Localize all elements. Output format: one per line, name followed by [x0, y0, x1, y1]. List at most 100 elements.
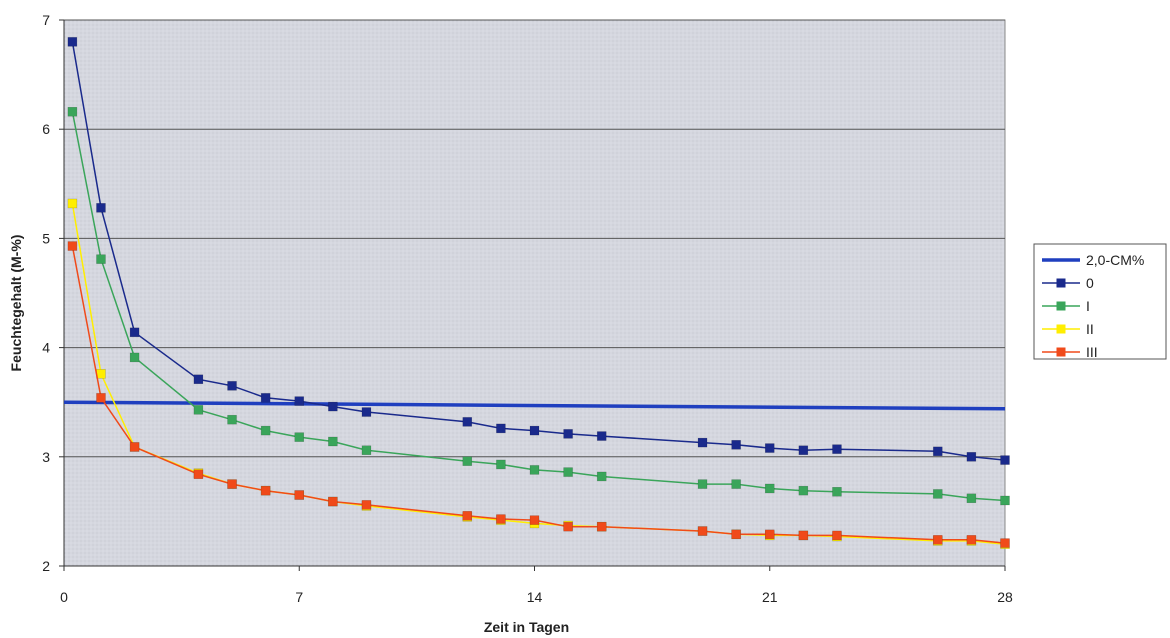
- legend-marker-swatch: [1056, 347, 1066, 357]
- x-tick-label: 7: [295, 589, 303, 605]
- x-tick-label: 0: [60, 589, 68, 605]
- data-point: [328, 496, 338, 507]
- series-group: [63, 37, 1010, 549]
- data-point: [765, 443, 775, 453]
- y-tick-label: 4: [42, 340, 50, 356]
- data-point: [697, 437, 708, 448]
- data-point: [361, 500, 372, 510]
- axes: 2 3 4 5 6 7 0 7 14 21 28: [42, 12, 1013, 605]
- data-point: [731, 479, 741, 489]
- y-axis-title: Feuchtegehalt (M-%): [8, 235, 24, 372]
- data-point: [227, 414, 237, 425]
- data-point: [96, 203, 106, 213]
- legend-item: II: [1042, 321, 1094, 337]
- data-point: [596, 521, 607, 532]
- data-point: [933, 535, 943, 545]
- data-point: [260, 425, 271, 436]
- data-point: [596, 471, 607, 482]
- data-point: [697, 526, 708, 536]
- y-tick-label: 3: [42, 449, 50, 465]
- data-point: [361, 407, 372, 417]
- data-point: [731, 440, 741, 450]
- legend-item: III: [1042, 344, 1098, 360]
- data-point: [966, 452, 977, 462]
- data-point: [966, 493, 977, 504]
- data-point: [361, 445, 372, 455]
- data-point: [193, 469, 204, 480]
- data-point: [496, 459, 506, 470]
- data-point: [529, 515, 540, 525]
- data-point: [227, 479, 237, 489]
- data-point: [129, 327, 140, 338]
- series-line: [71, 111, 1006, 502]
- data-point: [67, 241, 78, 251]
- data-point: [1000, 455, 1010, 465]
- data-point: [294, 396, 304, 406]
- y-tick-label: 7: [42, 12, 50, 28]
- data-point: [496, 423, 506, 434]
- gridlines: [64, 19, 1005, 458]
- data-point: [529, 465, 540, 475]
- data-point: [832, 486, 842, 497]
- series-line: [63, 400, 1006, 411]
- data-point: [67, 198, 78, 209]
- data-point: [1000, 495, 1010, 506]
- data-point: [1000, 538, 1010, 548]
- data-point: [529, 425, 540, 436]
- data-point: [765, 529, 775, 540]
- data-point: [765, 483, 775, 494]
- x-axis-title: Zeit in Tagen: [484, 619, 569, 635]
- x-tick-label: 21: [762, 589, 778, 605]
- y-tick-label: 5: [42, 230, 50, 246]
- data-point: [67, 37, 78, 47]
- data-point: [96, 393, 106, 403]
- legend-label: III: [1086, 344, 1098, 360]
- series-line: [71, 41, 1006, 461]
- legend-label: 0: [1086, 275, 1094, 291]
- series-3: [67, 106, 1010, 506]
- data-point: [96, 254, 106, 264]
- series-1: [63, 400, 1006, 411]
- data-point: [496, 514, 506, 524]
- series-line: [71, 245, 1006, 544]
- data-point: [328, 401, 338, 412]
- legend-marker-swatch: [1056, 324, 1066, 334]
- legend-marker-swatch: [1056, 301, 1066, 311]
- data-point: [129, 352, 140, 363]
- data-point: [798, 530, 809, 541]
- data-point: [227, 381, 237, 391]
- data-point: [563, 521, 573, 532]
- data-point: [193, 405, 204, 415]
- legend-item: 2,0-CM%: [1042, 252, 1144, 268]
- legend-label: I: [1086, 298, 1090, 314]
- data-point: [798, 485, 809, 496]
- y-tick-label: 6: [42, 121, 50, 137]
- data-point: [462, 511, 473, 521]
- data-point: [260, 393, 271, 403]
- x-tick-label: 14: [527, 589, 543, 605]
- data-point: [731, 529, 741, 540]
- data-point: [798, 445, 809, 455]
- data-point: [697, 479, 708, 489]
- data-point: [129, 442, 140, 452]
- legend-marker-swatch: [1056, 278, 1066, 288]
- data-point: [260, 485, 271, 496]
- data-point: [832, 444, 842, 454]
- series-2: [67, 37, 1010, 465]
- data-point: [462, 456, 473, 466]
- data-point: [832, 530, 842, 541]
- data-point: [294, 432, 304, 442]
- data-point: [596, 431, 607, 441]
- series-5: [67, 241, 1010, 548]
- data-point: [563, 429, 573, 439]
- data-point: [328, 436, 338, 447]
- legend-item: I: [1042, 298, 1090, 314]
- data-point: [67, 106, 78, 117]
- data-point: [933, 446, 943, 457]
- data-point: [563, 467, 573, 477]
- data-point: [933, 489, 943, 499]
- y-tick-label: 2: [42, 558, 50, 574]
